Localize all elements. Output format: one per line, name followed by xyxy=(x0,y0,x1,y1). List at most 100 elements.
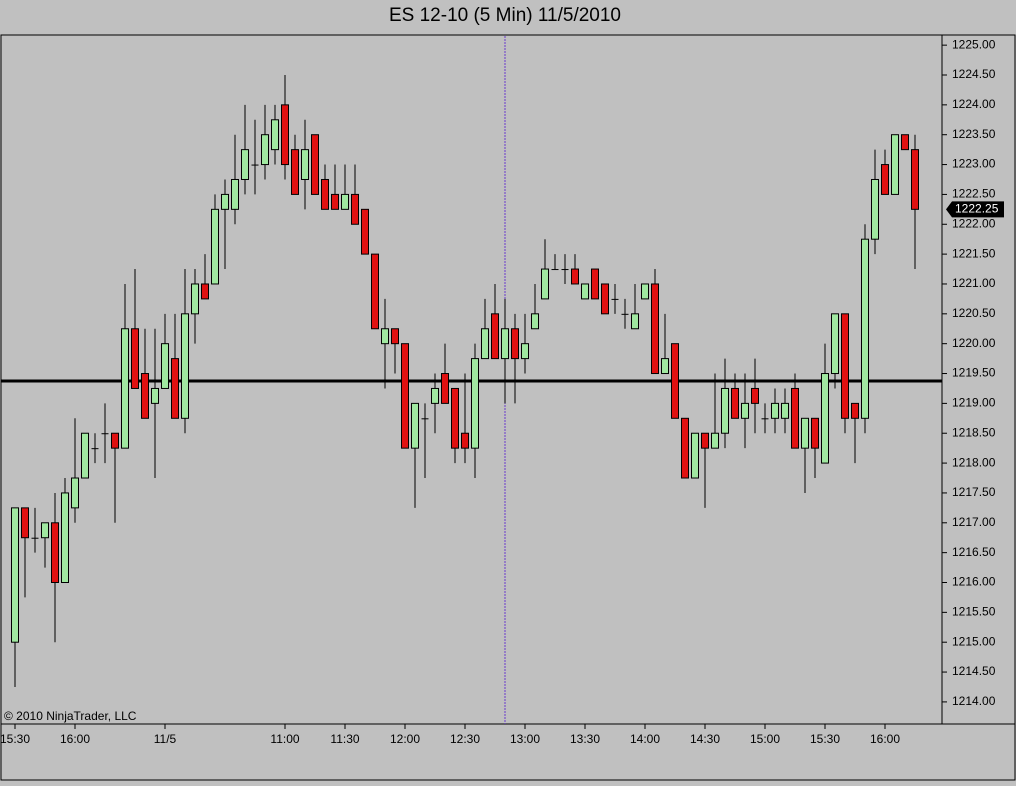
y-tick-label: 1223.00 xyxy=(952,157,996,171)
candle-body xyxy=(81,432,89,479)
candle-body xyxy=(911,149,919,210)
candle-body xyxy=(451,387,459,449)
y-tick-label: 1218.50 xyxy=(952,425,996,439)
candle-body xyxy=(531,313,539,330)
x-tick-label: 16:00 xyxy=(60,732,90,746)
candle-body xyxy=(901,134,909,151)
x-tick-label: 15:00 xyxy=(750,732,780,746)
candle-body xyxy=(891,134,899,195)
candle-body xyxy=(741,402,749,419)
y-tick-label: 1216.00 xyxy=(952,575,996,589)
candle-body xyxy=(141,373,149,419)
candle-body xyxy=(411,402,419,449)
candle-body xyxy=(581,283,589,300)
candle-body xyxy=(601,283,609,315)
candle-body xyxy=(861,238,869,419)
y-tick-label: 1221.50 xyxy=(952,246,996,260)
candle-body xyxy=(431,387,439,404)
candle-body xyxy=(161,343,169,389)
candle-body xyxy=(351,193,359,225)
candle-body xyxy=(871,178,879,240)
candle-body xyxy=(241,149,249,180)
candle-body xyxy=(671,343,679,419)
candle-body xyxy=(41,522,49,539)
y-tick-label: 1217.50 xyxy=(952,485,996,499)
candle-body xyxy=(341,193,349,210)
x-tick-label: 14:30 xyxy=(690,732,720,746)
candle-body xyxy=(501,328,509,360)
candle-body xyxy=(441,373,449,404)
candle-body xyxy=(291,149,299,195)
x-tick-label: 11:30 xyxy=(330,732,359,746)
candle-body xyxy=(751,387,759,404)
candle-body xyxy=(301,149,309,180)
watermark: © 2010 NinjaTrader, LLC xyxy=(4,709,137,723)
y-tick-label: 1214.50 xyxy=(952,664,996,678)
candle-body xyxy=(401,343,409,449)
candle-body xyxy=(631,313,639,330)
candle-body xyxy=(841,313,849,419)
candle-body xyxy=(541,268,549,300)
y-tick-label: 1224.50 xyxy=(952,67,996,81)
y-tick-label: 1221.00 xyxy=(952,276,996,290)
y-tick-label: 1223.50 xyxy=(952,127,996,141)
y-tick-label: 1224.00 xyxy=(952,97,996,111)
x-tick-label: 12:00 xyxy=(390,732,420,746)
x-tick-label: 12:30 xyxy=(450,732,480,746)
candle-body xyxy=(551,269,559,271)
candle-body xyxy=(21,507,29,539)
candle-body xyxy=(311,134,319,195)
candle-body xyxy=(271,119,279,151)
x-tick-label: 11:00 xyxy=(270,732,299,746)
candle-body xyxy=(201,283,209,300)
candle-body xyxy=(171,358,179,419)
candle-body xyxy=(611,298,619,300)
candle-body xyxy=(851,402,859,419)
candle-body xyxy=(491,313,499,360)
x-tick-label: 13:30 xyxy=(570,732,600,746)
candle-body xyxy=(131,328,139,389)
candle-body xyxy=(711,432,719,449)
candle-body xyxy=(881,164,889,195)
candle-body xyxy=(721,387,729,434)
candle-body xyxy=(691,432,699,479)
candle-body xyxy=(211,208,219,285)
candle-body xyxy=(621,313,629,315)
candle-body xyxy=(771,402,779,419)
candle-body xyxy=(561,269,569,271)
candle-body xyxy=(701,432,709,449)
candle-body xyxy=(181,313,189,419)
chart-title: ES 12-10 (5 Min) 11/5/2010 xyxy=(389,5,621,26)
candle-body xyxy=(511,328,519,360)
y-tick-label: 1222.00 xyxy=(952,216,996,230)
candle-body xyxy=(231,178,239,210)
candle-body xyxy=(661,358,669,375)
candle-body xyxy=(71,477,79,509)
y-tick-label: 1218.00 xyxy=(952,455,996,469)
x-tick-label: 15:30 xyxy=(0,732,30,746)
candle-body xyxy=(831,313,839,375)
x-tick-label: 15:30 xyxy=(810,732,840,746)
candle-body xyxy=(681,417,689,479)
y-tick-label: 1219.00 xyxy=(952,396,996,410)
candle-body xyxy=(421,418,429,420)
candle-body xyxy=(331,193,339,210)
y-tick-label: 1215.50 xyxy=(952,605,996,619)
candle-body xyxy=(91,448,99,450)
x-tick-label: 13:00 xyxy=(510,732,540,746)
candle-body xyxy=(821,373,829,464)
candle-body xyxy=(391,328,399,345)
candle-body xyxy=(151,387,159,404)
y-tick-label: 1225.00 xyxy=(952,37,996,51)
candle-body xyxy=(791,387,799,449)
candle-body xyxy=(761,418,769,420)
candle-body xyxy=(101,433,109,435)
candle-body xyxy=(251,164,259,166)
x-tick-label: 14:00 xyxy=(630,732,660,746)
candle-body xyxy=(481,328,489,360)
candle-body xyxy=(651,283,659,375)
candle-body xyxy=(221,193,229,210)
candle-body xyxy=(591,268,599,300)
candle-body xyxy=(371,253,379,330)
y-tick-label: 1220.50 xyxy=(952,306,996,320)
